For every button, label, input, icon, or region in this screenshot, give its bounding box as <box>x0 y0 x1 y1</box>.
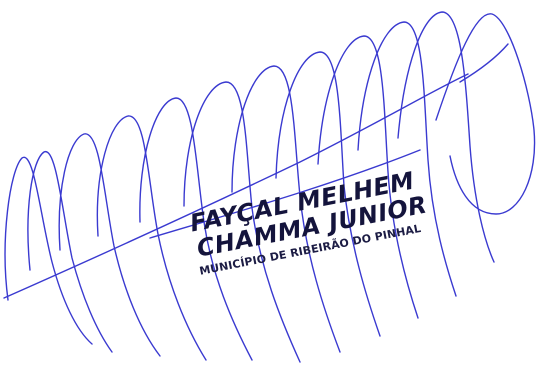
document-page: FAYÇAL MELHEM CHAMMA JUNIOR MUNICÍPIO DE… <box>3 11 536 363</box>
handwritten-signature <box>3 11 536 363</box>
